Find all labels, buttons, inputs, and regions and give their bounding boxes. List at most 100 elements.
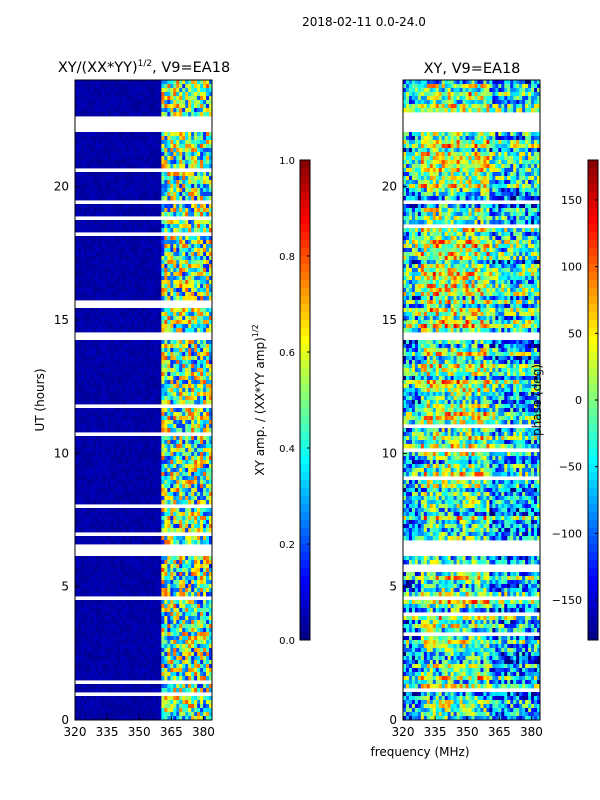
heatmap-cell bbox=[176, 464, 180, 469]
heatmap-cell bbox=[191, 356, 195, 361]
heatmap-cell bbox=[188, 224, 192, 229]
heatmap-cell bbox=[167, 524, 171, 529]
heatmap-cell bbox=[92, 320, 97, 325]
heatmap-cell bbox=[188, 560, 192, 565]
heatmap-cell bbox=[149, 192, 153, 197]
heatmap-cell bbox=[152, 444, 156, 449]
heatmap-cell bbox=[191, 384, 195, 389]
heatmap-cell bbox=[80, 264, 85, 269]
heatmap-cell bbox=[134, 208, 138, 213]
heatmap-cell bbox=[170, 180, 174, 185]
heatmap-cell bbox=[161, 344, 165, 349]
heatmap-cell bbox=[131, 316, 135, 321]
heatmap-cell bbox=[155, 156, 159, 161]
heatmap-cell bbox=[200, 296, 204, 301]
heatmap-cell bbox=[149, 136, 153, 141]
heatmap-cell bbox=[203, 80, 207, 85]
heatmap-cell bbox=[191, 184, 195, 189]
heatmap-cell bbox=[152, 280, 156, 285]
heatmap-cell bbox=[113, 96, 118, 101]
heatmap-cell bbox=[158, 164, 162, 169]
heatmap-cell bbox=[155, 268, 159, 273]
heatmap-cell bbox=[122, 564, 127, 569]
heatmap-cell bbox=[116, 156, 121, 161]
heatmap-cell bbox=[170, 296, 174, 301]
heatmap-cell bbox=[179, 272, 183, 277]
heatmap-cell bbox=[197, 540, 201, 545]
heatmap-cell bbox=[116, 160, 121, 165]
heatmap-cell bbox=[104, 204, 109, 209]
heatmap-cell bbox=[194, 388, 198, 393]
heatmap-cell bbox=[158, 252, 162, 257]
heatmap-cell bbox=[197, 460, 201, 465]
heatmap-cell bbox=[194, 536, 198, 541]
heatmap-cell bbox=[164, 324, 168, 329]
heatmap-cell bbox=[176, 388, 180, 393]
heatmap-cell bbox=[110, 572, 115, 577]
heatmap-cell bbox=[125, 584, 130, 589]
heatmap-cell bbox=[185, 208, 189, 213]
heatmap-cell bbox=[161, 196, 165, 201]
heatmap-cell bbox=[191, 172, 195, 177]
heatmap-cell bbox=[104, 388, 109, 393]
heatmap-cell bbox=[173, 260, 177, 265]
heatmap-cell bbox=[95, 268, 100, 273]
heatmap-cell bbox=[122, 392, 127, 397]
heatmap-cell bbox=[152, 144, 156, 149]
heatmap-cell bbox=[161, 284, 165, 289]
heatmap-cell bbox=[182, 376, 186, 381]
heatmap-cell bbox=[86, 108, 91, 113]
heatmap-cell bbox=[95, 280, 100, 285]
heatmap-cell bbox=[173, 220, 177, 225]
heatmap-cell bbox=[158, 516, 162, 521]
heatmap-cell bbox=[119, 460, 124, 465]
heatmap-cell bbox=[75, 308, 79, 313]
heatmap-cell bbox=[128, 440, 132, 445]
heatmap-cell bbox=[101, 112, 106, 117]
heatmap-cell bbox=[110, 384, 115, 389]
heatmap-cell bbox=[77, 368, 82, 373]
heatmap-cell bbox=[149, 324, 153, 329]
heatmap-cell bbox=[149, 512, 153, 517]
heatmap-cell bbox=[209, 540, 213, 545]
heatmap-cell bbox=[161, 144, 165, 149]
heatmap-cell bbox=[119, 104, 124, 109]
heatmap-cell bbox=[146, 240, 150, 245]
heatmap-cell bbox=[194, 292, 198, 297]
heatmap-cell bbox=[80, 352, 85, 357]
heatmap-cell bbox=[176, 476, 180, 481]
heatmap-cell bbox=[197, 100, 201, 105]
heatmap-cell bbox=[104, 152, 109, 157]
heatmap-cell bbox=[143, 556, 147, 561]
heatmap-cell bbox=[203, 100, 207, 105]
heatmap-cell bbox=[134, 380, 138, 385]
heatmap-cell bbox=[173, 564, 177, 569]
heatmap-cell bbox=[131, 540, 135, 545]
heatmap-cell bbox=[167, 472, 171, 477]
heatmap-cell bbox=[137, 428, 141, 433]
heatmap-cell bbox=[116, 408, 121, 413]
heatmap-cell bbox=[113, 280, 118, 285]
heatmap-cell bbox=[125, 180, 130, 185]
heatmap-cell bbox=[188, 488, 192, 493]
heatmap-cell bbox=[185, 352, 189, 357]
heatmap-cell bbox=[143, 260, 147, 265]
heatmap-cell bbox=[86, 388, 91, 393]
heatmap-cell bbox=[176, 140, 180, 145]
heatmap-cell bbox=[200, 528, 204, 533]
heatmap-cell bbox=[200, 196, 204, 201]
heatmap-cell bbox=[152, 92, 156, 97]
heatmap-cell bbox=[101, 180, 106, 185]
heatmap-cell bbox=[101, 416, 106, 421]
heatmap-cell bbox=[110, 588, 115, 593]
heatmap-cell bbox=[155, 460, 159, 465]
heatmap-cell bbox=[164, 196, 168, 201]
heatmap-cell bbox=[80, 296, 85, 301]
heatmap-cell bbox=[104, 236, 109, 241]
heatmap-cell bbox=[83, 88, 88, 93]
heatmap-cell bbox=[113, 188, 118, 193]
heatmap-cell bbox=[182, 288, 186, 293]
heatmap-cell bbox=[104, 364, 109, 369]
heatmap-cell bbox=[149, 476, 153, 481]
heatmap-cell bbox=[107, 556, 112, 561]
